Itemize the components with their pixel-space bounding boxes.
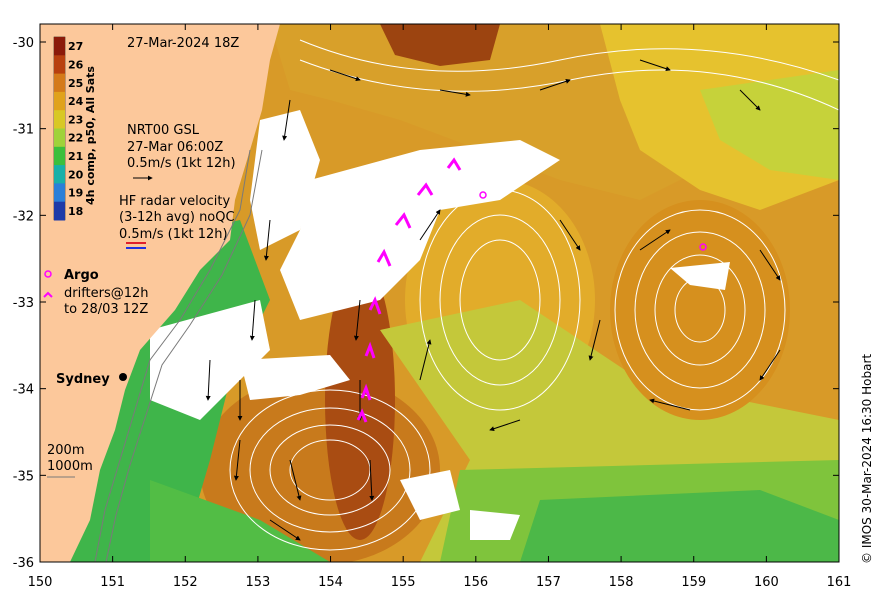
- colorbar-swatch: [54, 55, 65, 75]
- gsl-legend: NRT00 GSL 27-Mar 06:00Z 0.5m/s (1kt 12h): [127, 123, 236, 181]
- colorbar-swatch: [54, 37, 65, 56]
- drifter-legend-line1: drifters@12h: [64, 286, 149, 301]
- credit-text: © IMOS 30-Mar-2024 16:30 Hobart: [860, 354, 874, 564]
- x-tick-label: 156: [463, 575, 488, 590]
- colorbar-swatch: [54, 165, 65, 184]
- place-label-sydney: Sydney: [56, 372, 110, 387]
- cloud-gap-3: [240, 355, 350, 400]
- map-plot-area: [40, 24, 839, 562]
- argo-float-1: [479, 191, 487, 199]
- x-tick-label: 157: [536, 575, 561, 590]
- hf-legend-line3: 0.5m/s (1kt 12h): [119, 227, 228, 242]
- colorbar-swatch: [54, 91, 65, 111]
- gsl-legend-line2: 27-Mar 06:00Z: [127, 140, 223, 155]
- cool-zone-ne: [700, 70, 839, 180]
- isobath-200m: [94, 149, 251, 562]
- x-tick-label: 155: [391, 575, 416, 590]
- colorbar-label: 4h comp, p50, All Sats: [84, 66, 97, 205]
- cloud-gap-1: [250, 110, 320, 250]
- colorbar-swatch: [54, 201, 65, 221]
- gsl-legend-line1: NRT00 GSL: [127, 123, 200, 138]
- colorbar-tick-label: 24: [68, 95, 84, 108]
- argo-float-2: [699, 243, 707, 251]
- colorbar-swatch: [54, 73, 65, 93]
- x-tick-label: 152: [173, 575, 198, 590]
- colorbar-tick-label: 18: [68, 205, 83, 218]
- ssh-contours: [229, 39, 839, 551]
- x-tick-label: 159: [681, 575, 706, 590]
- platform-legend: Argo drifters@12h to 28/03 12Z: [43, 268, 149, 317]
- land-australia: [40, 24, 280, 562]
- warm-core-north: [380, 24, 500, 66]
- y-tick-label: -34: [13, 383, 34, 398]
- colorbar-swatch: [54, 183, 65, 203]
- y-tick-label: -36: [13, 556, 34, 571]
- isobath-1000m: [105, 149, 263, 562]
- colorbar-swatch: [54, 128, 65, 148]
- drifter-tracks: [356, 157, 462, 423]
- colorbar-swatches: [54, 37, 65, 221]
- cold-zone-south: [520, 490, 839, 562]
- cloud-gap-7: [670, 262, 730, 290]
- y-axis: -30 -31 -32 -33 -34 -35 -36: [13, 36, 839, 571]
- colorbar-tick-label: 22: [68, 132, 83, 145]
- isobath-legend: 200m 1000m: [47, 443, 93, 478]
- drifter-legend-icon: [43, 291, 53, 298]
- x-tick-label: 158: [609, 575, 634, 590]
- isobath-label-1000m: 1000m: [47, 459, 93, 474]
- cloud-gap-6: [470, 510, 520, 540]
- y-tick-label: -30: [13, 36, 34, 51]
- drifter-legend-line2: to 28/03 12Z: [64, 302, 148, 317]
- colorbar-tick-label: 25: [68, 77, 83, 90]
- x-tick-label: 150: [28, 575, 53, 590]
- cloud-gap-2: [280, 140, 560, 320]
- x-tick-label: 160: [754, 575, 779, 590]
- colorbar-tick-label: 27: [68, 40, 83, 53]
- colorbar-ticks: 27 26 25 24 23 22 21 20 19 18: [68, 40, 84, 218]
- x-tick-label: 151: [100, 575, 125, 590]
- colorbar-tick-label: 19: [68, 187, 83, 200]
- y-tick-label: -35: [13, 469, 34, 484]
- y-tick-label: -31: [13, 123, 34, 138]
- hf-radar-legend: HF radar velocity (3-12h avg) noQC 0.5m/…: [119, 194, 235, 249]
- colorbar-swatch: [54, 146, 65, 166]
- y-tick-label: -33: [13, 296, 34, 311]
- colorbar-tick-label: 20: [68, 168, 84, 181]
- hf-legend-line1: HF radar velocity: [119, 194, 231, 209]
- colorbar: 27 26 25 24 23 22 21 20 19 18 4h comp, p50, All S…: [53, 36, 97, 221]
- colorbar-tick-label: 21: [68, 150, 83, 163]
- x-tick-label: 153: [245, 575, 270, 590]
- x-tick-label: 161: [827, 575, 852, 590]
- argo-legend-label: Argo: [64, 268, 99, 283]
- argo-legend-icon: [44, 270, 52, 278]
- sydney-marker: [119, 373, 127, 381]
- cloud-gap-5: [400, 470, 460, 520]
- hf-legend-line2: (3-12h avg) noQC: [119, 210, 235, 225]
- warm-eddy-east: [610, 200, 790, 420]
- y-tick-label: -32: [13, 209, 34, 224]
- timestamp: 27-Mar-2024 18Z: [127, 36, 239, 51]
- x-axis: 150 151 152 153 154 155 156 157 158 159 160 161: [28, 24, 852, 590]
- gsl-legend-line3: 0.5m/s (1kt 12h): [127, 156, 236, 171]
- colorbar-swatch: [54, 110, 65, 129]
- colorbar-tick-label: 23: [68, 113, 83, 126]
- plot-frame: [39, 23, 840, 563]
- isobath-label-200m: 200m: [47, 443, 84, 458]
- velocity-vectors: [205, 59, 781, 541]
- colorbar-tick-label: 26: [68, 58, 84, 71]
- x-tick-label: 154: [318, 575, 343, 590]
